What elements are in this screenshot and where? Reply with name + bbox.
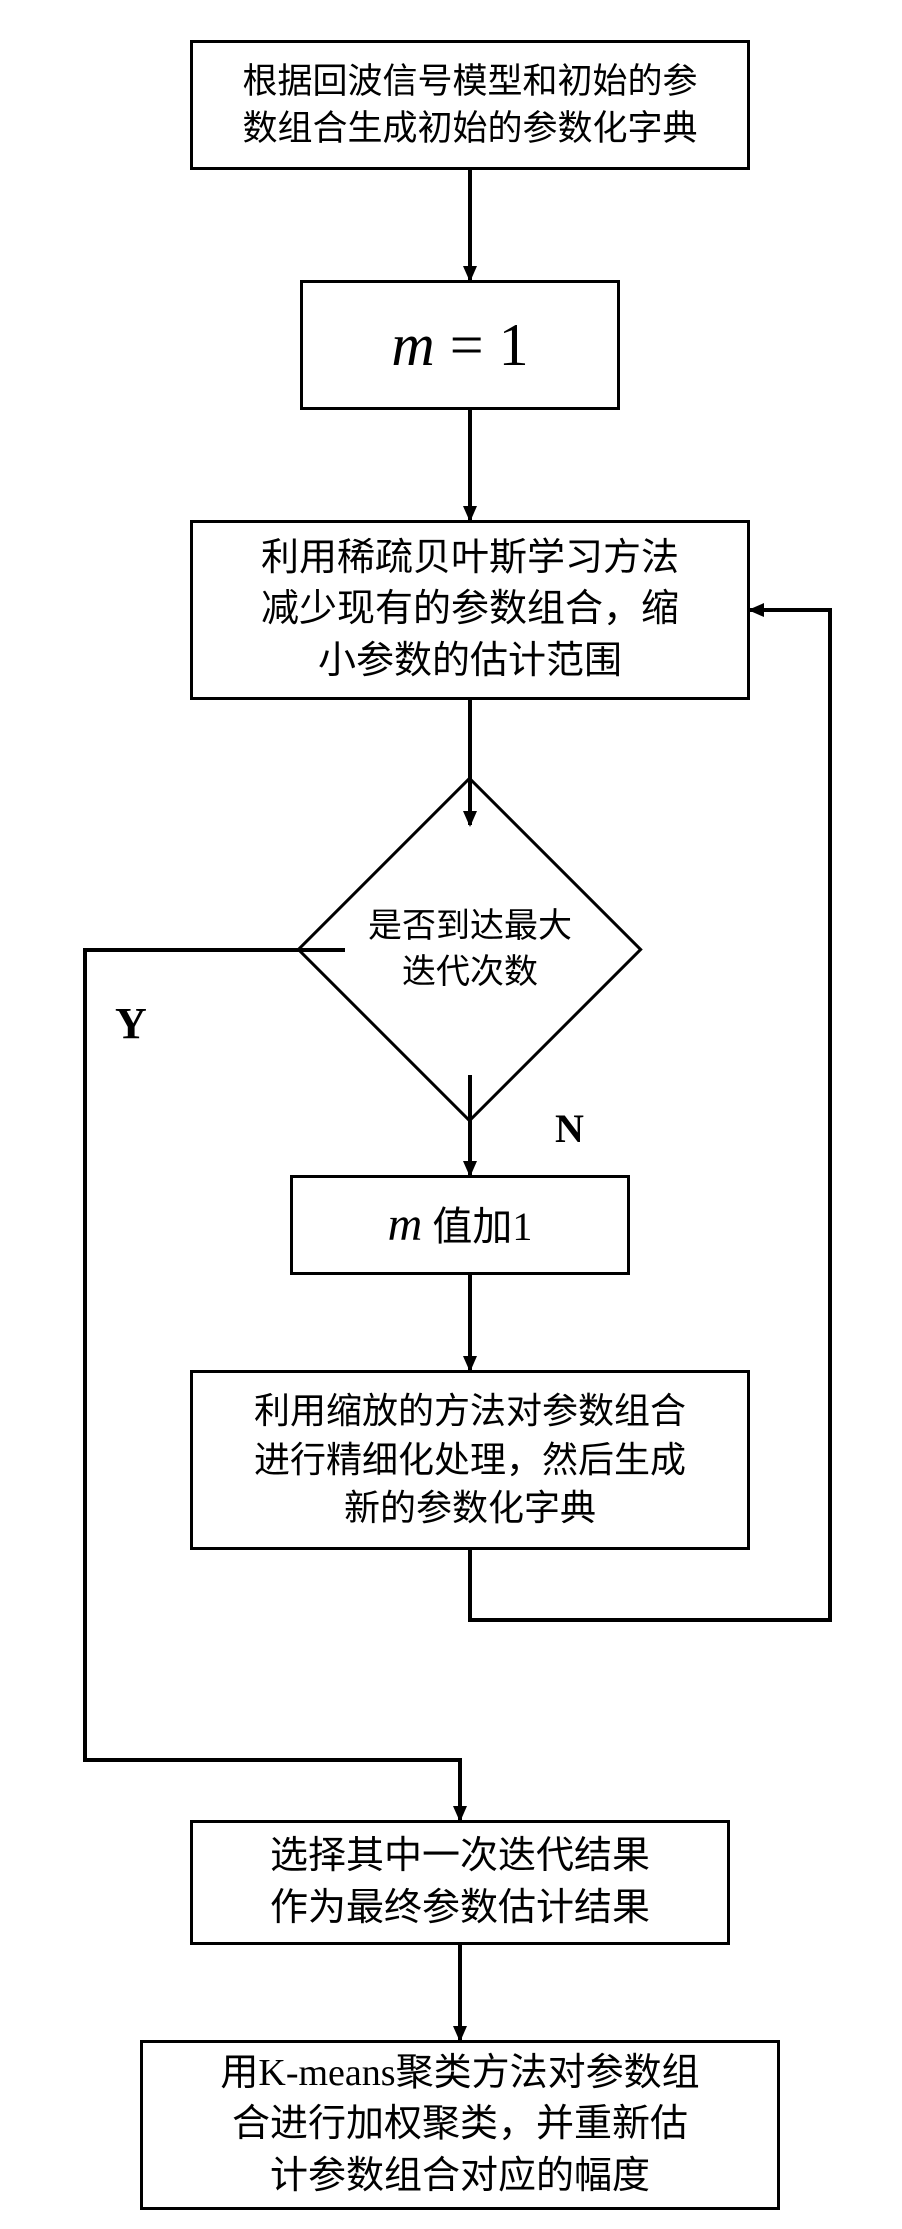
edge-label-yes: Y [115,998,147,1049]
flowchart-canvas: 根据回波信号模型和初始的参数组合生成初始的参数化字典 m = 1 利用稀疏贝叶斯… [0,0,902,2229]
node-text: 利用缩放的方法对参数组合进行精细化处理，然后生成新的参数化字典 [254,1387,686,1533]
node-text: 利用稀疏贝叶斯学习方法减少现有的参数组合，缩小参数的估计范围 [261,533,679,687]
node-set-m-1: m = 1 [300,280,620,410]
node-check-max-iter [296,776,642,1122]
node-text: m = 1 [391,305,528,386]
node-text: 选择其中一次迭代结果作为最终参数估计结果 [270,1831,650,1934]
node-kmeans: 用K-means聚类方法对参数组合进行加权聚类，并重新估计参数组合对应的幅度 [140,2040,780,2210]
edge-label-no: N [555,1105,584,1152]
node-init-dictionary: 根据回波信号模型和初始的参数组合生成初始的参数化字典 [190,40,750,170]
node-select-result: 选择其中一次迭代结果作为最终参数估计结果 [190,1820,730,1945]
node-text: 根据回波信号模型和初始的参数组合生成初始的参数化字典 [242,58,697,153]
node-text: 用K-means聚类方法对参数组合进行加权聚类，并重新估计参数组合对应的幅度 [220,2048,699,2202]
node-text: m 值加1 [388,1193,533,1258]
node-inc-m: m 值加1 [290,1175,630,1275]
node-refine-params: 利用缩放的方法对参数组合进行精细化处理，然后生成新的参数化字典 [190,1370,750,1550]
node-sparse-bayes: 利用稀疏贝叶斯学习方法减少现有的参数组合，缩小参数的估计范围 [190,520,750,700]
